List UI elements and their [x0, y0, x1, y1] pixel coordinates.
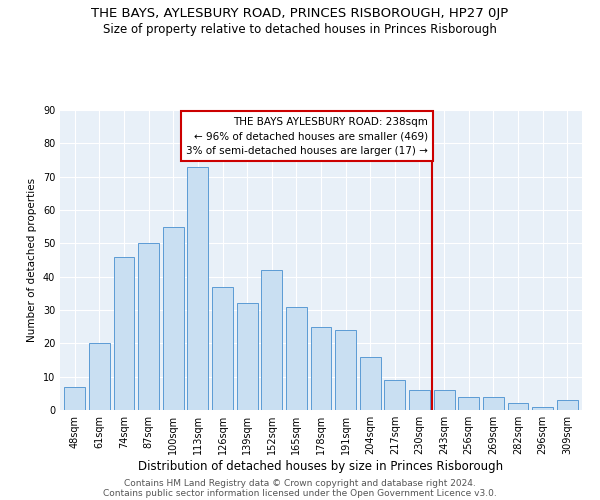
- Text: Contains HM Land Registry data © Crown copyright and database right 2024.: Contains HM Land Registry data © Crown c…: [124, 478, 476, 488]
- Bar: [483, 396, 504, 410]
- Bar: [532, 406, 553, 410]
- Bar: [335, 330, 356, 410]
- Bar: [311, 326, 331, 410]
- Text: THE BAYS AYLESBURY ROAD: 238sqm
← 96% of detached houses are smaller (469)
3% of: THE BAYS AYLESBURY ROAD: 238sqm ← 96% of…: [186, 116, 428, 156]
- Bar: [212, 286, 233, 410]
- Y-axis label: Number of detached properties: Number of detached properties: [27, 178, 37, 342]
- Bar: [113, 256, 134, 410]
- Bar: [89, 344, 110, 410]
- Text: THE BAYS, AYLESBURY ROAD, PRINCES RISBOROUGH, HP27 0JP: THE BAYS, AYLESBURY ROAD, PRINCES RISBOR…: [91, 8, 509, 20]
- Bar: [138, 244, 159, 410]
- Bar: [458, 396, 479, 410]
- Bar: [163, 226, 184, 410]
- Bar: [236, 304, 257, 410]
- Text: Size of property relative to detached houses in Princes Risborough: Size of property relative to detached ho…: [103, 22, 497, 36]
- Bar: [64, 386, 85, 410]
- Bar: [508, 404, 529, 410]
- Bar: [187, 166, 208, 410]
- Bar: [286, 306, 307, 410]
- X-axis label: Distribution of detached houses by size in Princes Risborough: Distribution of detached houses by size …: [139, 460, 503, 473]
- Text: Contains public sector information licensed under the Open Government Licence v3: Contains public sector information licen…: [103, 488, 497, 498]
- Bar: [385, 380, 406, 410]
- Bar: [360, 356, 381, 410]
- Bar: [261, 270, 282, 410]
- Bar: [434, 390, 455, 410]
- Bar: [557, 400, 578, 410]
- Bar: [409, 390, 430, 410]
